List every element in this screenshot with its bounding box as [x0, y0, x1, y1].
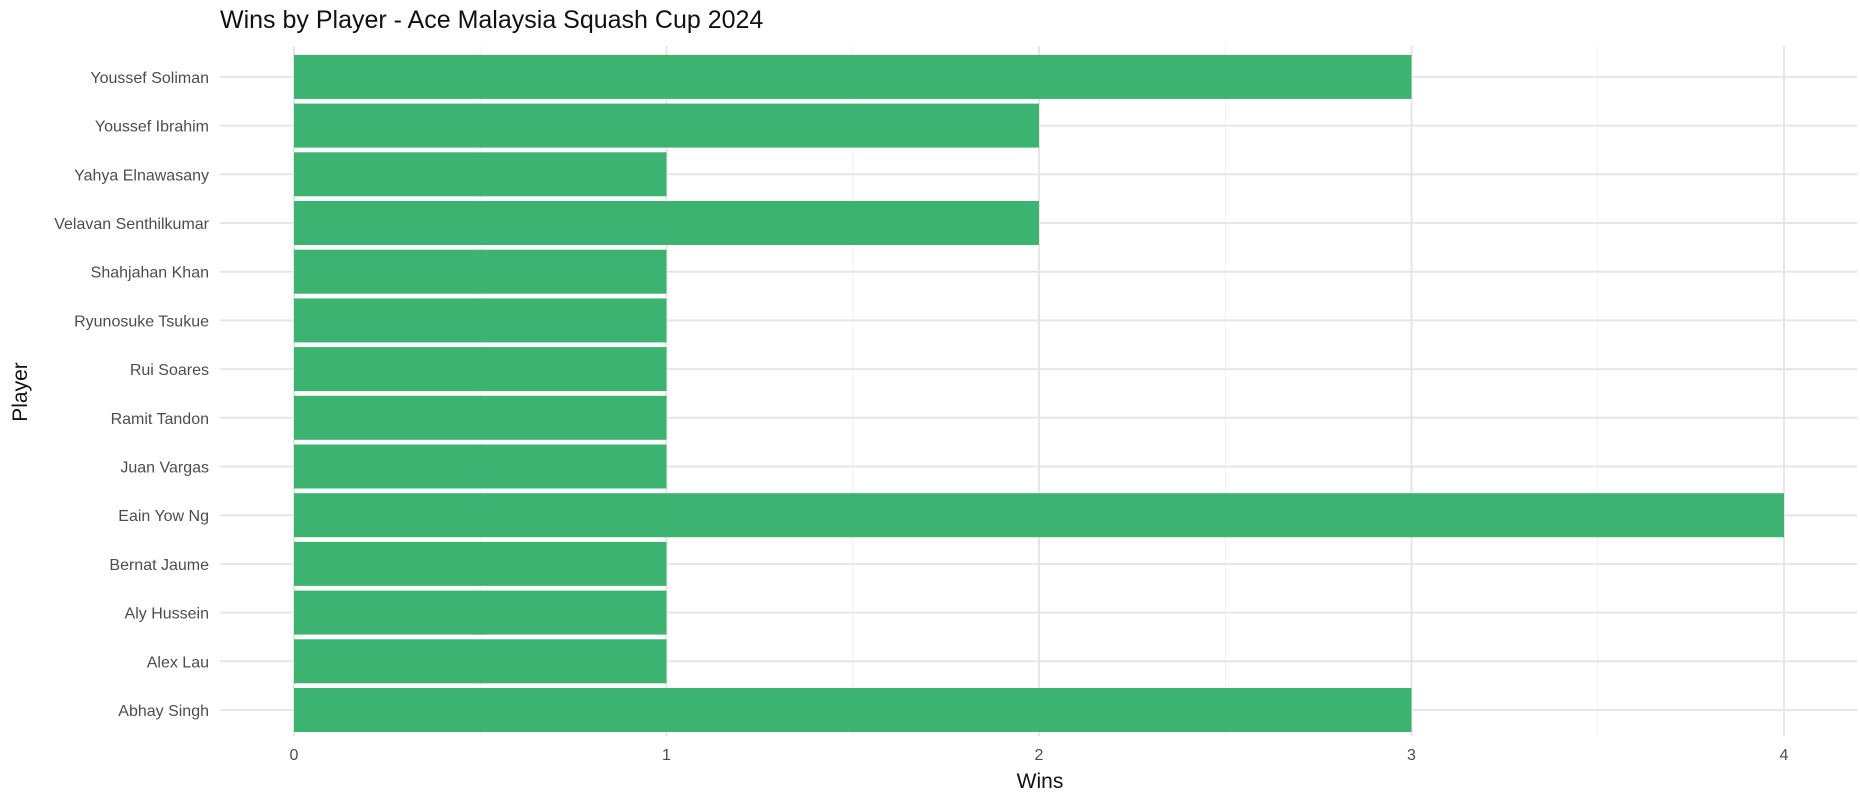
y-tick-label: Velavan Senthilkumar: [54, 216, 209, 233]
bar-ryunosuke-tsukue: [294, 298, 667, 343]
bar-youssef-ibrahim: [294, 103, 1039, 148]
x-tick-label: 1: [662, 747, 671, 764]
x-tick-label: 4: [1780, 747, 1789, 764]
y-tick-label: Rui Soares: [130, 362, 209, 379]
bar-eain-yow-ng: [294, 493, 1784, 538]
y-tick-label: Eain Yow Ng: [118, 508, 209, 525]
y-tick-label: Aly Hussein: [125, 606, 209, 623]
x-axis-title: Wins: [1017, 770, 1064, 793]
y-tick-label: Shahjahan Khan: [91, 265, 209, 282]
x-tick-label: 0: [290, 747, 299, 764]
y-tick-label: Yahya Elnawasany: [74, 167, 209, 184]
y-tick-label: Youssef Ibrahim: [95, 119, 209, 136]
y-tick-label: Juan Vargas: [120, 460, 209, 477]
bars-layer: [294, 54, 1784, 732]
y-tick-labels: Abhay Singh Alex Lau Aly Hussein Bernat Jau…: [54, 70, 209, 720]
bar-velavan-senthilkumar: [294, 201, 1039, 245]
bar-yahya-elnawasany: [294, 152, 667, 197]
y-tick-label: Abhay Singh: [118, 703, 209, 720]
bar-shahjahan-khan: [294, 249, 667, 294]
y-tick-label: Alex Lau: [147, 654, 209, 671]
bar-juan-vargas: [294, 444, 667, 489]
bar-aly-hussein: [294, 590, 667, 635]
y-tick-label: Ryunosuke Tsukue: [74, 313, 209, 330]
y-tick-label: Ramit Tandon: [111, 411, 209, 428]
y-axis-title: Player: [9, 362, 32, 422]
x-tick-labels: 0 1 2 3 4: [290, 747, 1789, 764]
bar-abhay-singh: [294, 688, 1412, 732]
x-tick-label: 3: [1407, 747, 1416, 764]
bar-bernat-jaume: [294, 541, 667, 586]
y-tick-label: Bernat Jaume: [109, 557, 209, 574]
bar-rui-soares: [294, 347, 667, 392]
chart-title: Wins by Player - Ace Malaysia Squash Cup…: [220, 6, 764, 34]
bar-youssef-soliman: [294, 54, 1412, 99]
bar-alex-lau: [294, 639, 667, 684]
x-tick-label: 2: [1035, 747, 1044, 764]
y-tick-label: Youssef Soliman: [90, 70, 209, 87]
bar-ramit-tandon: [294, 395, 667, 440]
